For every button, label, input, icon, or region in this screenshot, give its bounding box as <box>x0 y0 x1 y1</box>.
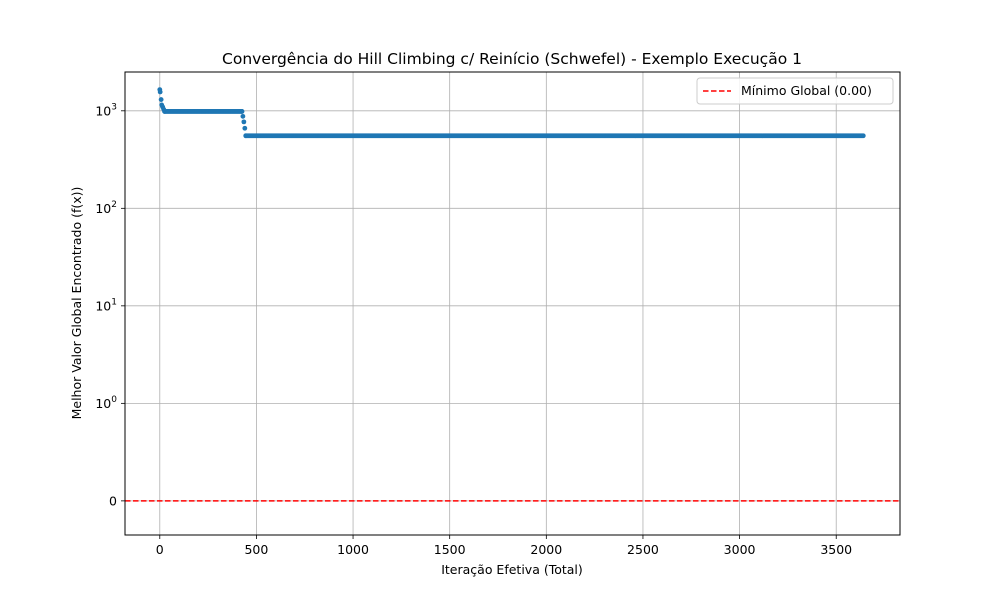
y-tick-base: 10 <box>95 396 111 411</box>
y-tick-label: 103 <box>95 102 117 118</box>
x-tick-label: 500 <box>244 542 268 557</box>
legend-box <box>696 77 894 105</box>
data-point <box>242 125 248 131</box>
x-axis-label: Iteração Efetiva (Total) <box>441 562 583 577</box>
data-point <box>241 119 247 125</box>
legend: Mínimo Global (0.00) <box>696 77 894 105</box>
y-tick-label: 100 <box>95 395 117 411</box>
x-tick-label: 3500 <box>820 542 852 557</box>
data-point <box>158 97 164 102</box>
grid <box>125 72 900 535</box>
y-tick-base: 10 <box>95 201 111 216</box>
chart-title: Convergência do Hill Climbing c/ Reiníci… <box>222 50 802 68</box>
y-tick-base: 10 <box>95 103 111 118</box>
y-tick-base: 0 <box>109 493 117 508</box>
x-tick-label: 3000 <box>724 542 756 557</box>
x-tick-label: 2500 <box>627 542 659 557</box>
plot-frame <box>124 71 901 536</box>
y-tick-exponent: 0 <box>111 395 117 405</box>
x-axis-ticks: 0 500 1000 1500 2000 2500 3000 3500 <box>156 535 852 557</box>
y-tick-base: 10 <box>95 298 111 313</box>
data-point <box>860 133 866 139</box>
y-tick-exponent: 3 <box>111 102 117 112</box>
x-tick-label: 2000 <box>530 542 562 557</box>
y-tick-label: 101 <box>95 297 117 313</box>
x-tick-label: 1000 <box>337 542 369 557</box>
x-tick-label: 1500 <box>434 542 466 557</box>
x-tick-label: 0 <box>156 542 164 557</box>
data-points <box>157 87 866 139</box>
data-point <box>239 109 245 114</box>
y-tick-exponent: 2 <box>111 200 117 210</box>
y-axis-label: Melhor Valor Global Encontrado (f(x)) <box>69 187 84 420</box>
y-tick-label: 0 <box>109 493 117 508</box>
y-tick-exponent: 1 <box>111 297 117 307</box>
y-tick-label: 102 <box>95 200 117 216</box>
data-point <box>240 113 246 119</box>
legend-entry-reference: Mínimo Global (0.00) <box>741 83 872 98</box>
data-point <box>157 89 163 95</box>
